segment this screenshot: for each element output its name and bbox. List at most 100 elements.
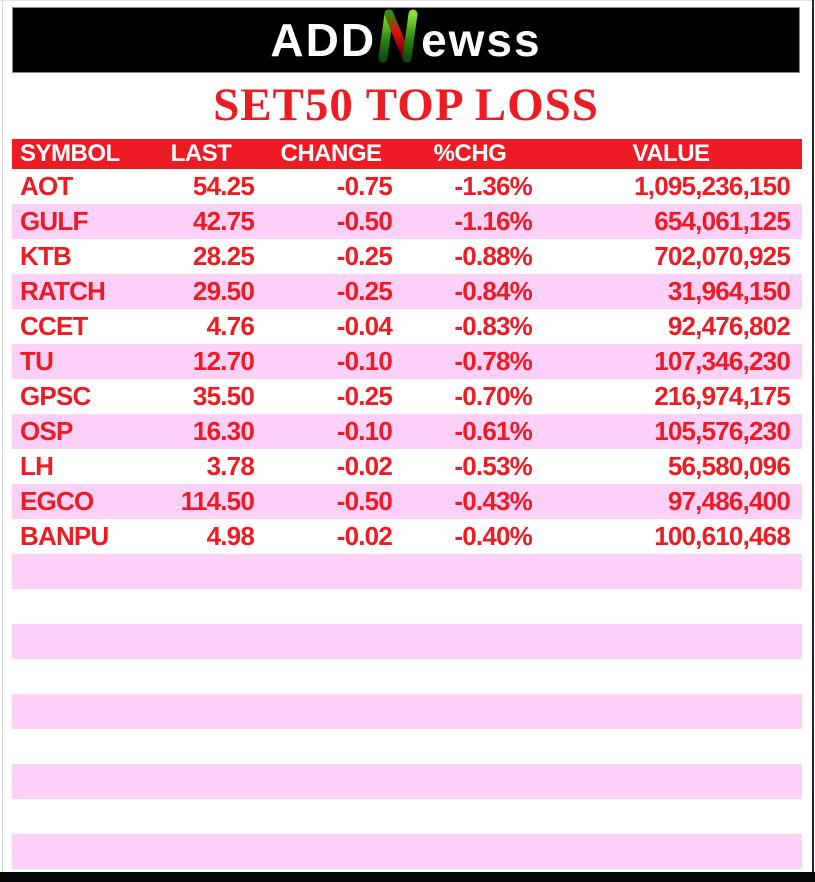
cell-value: 654,061,125: [654, 206, 791, 236]
cell-value: 97,486,400: [667, 486, 791, 516]
table-row: RATCH 29.50 -0.25 -0.84% 31,964,150: [12, 274, 802, 309]
cell-symbol: [12, 554, 140, 589]
logo-text-pre: ADD: [270, 14, 377, 66]
cell-value: [540, 659, 802, 694]
cell-value: [540, 624, 802, 659]
cell-value: 100,610,468: [654, 521, 791, 551]
cell-symbol: [12, 799, 140, 834]
cell-value: 702,070,925: [654, 241, 791, 271]
page-title: SET50 TOP LOSS: [213, 79, 599, 131]
cell-symbol: [12, 834, 140, 869]
cell-last: 35.50: [192, 381, 255, 411]
cell-pctchg: [400, 554, 540, 589]
column-header-pctchg: %CHG: [433, 140, 507, 167]
table-row: BANPU 4.98 -0.02 -0.40% 100,610,468: [12, 519, 802, 554]
cell-symbol: [12, 659, 140, 694]
cell-last: [140, 694, 262, 729]
cell-pctchg: -0.70%: [454, 381, 532, 411]
table-row: LH 3.78 -0.02 -0.53% 56,580,096: [12, 449, 802, 484]
cell-pctchg: -0.53%: [454, 451, 532, 481]
cell-symbol: [12, 589, 140, 624]
cell-change: -0.75: [336, 171, 393, 201]
cell-change: [262, 799, 400, 834]
cell-change: -0.04: [336, 311, 393, 341]
cell-value: [540, 764, 802, 799]
cell-pctchg: -0.43%: [454, 486, 532, 516]
cell-symbol: EGCO: [20, 486, 94, 516]
column-header-symbol: SYMBOL: [20, 140, 120, 167]
cell-pctchg: [400, 659, 540, 694]
cell-last: [140, 799, 262, 834]
cell-pctchg: [400, 799, 540, 834]
cell-symbol: GPSC: [20, 381, 91, 411]
cell-value: [540, 799, 802, 834]
table-row: TU 12.70 -0.10 -0.78% 107,346,230: [12, 344, 802, 379]
cell-symbol: TU: [20, 346, 54, 376]
cell-value: 92,476,802: [667, 311, 791, 341]
cell-pctchg: [400, 834, 540, 869]
cell-symbol: GULF: [20, 206, 88, 236]
cell-symbol: OSP: [20, 416, 73, 446]
cell-value: 1,095,236,150: [634, 171, 791, 201]
frame-left-line: [2, 0, 3, 872]
table-row: KTB 28.25 -0.25 -0.88% 702,070,925: [12, 239, 802, 274]
column-header-change: CHANGE: [280, 140, 382, 167]
cell-change: -0.25: [336, 276, 393, 306]
cell-pctchg: -0.61%: [454, 416, 532, 446]
cell-change: [262, 729, 400, 764]
table-row: CCET 4.76 -0.04 -0.83% 92,476,802: [12, 309, 802, 344]
cell-last: [140, 729, 262, 764]
cell-last: [140, 834, 262, 869]
table-row-empty: [12, 589, 802, 624]
table-row-empty: [12, 624, 802, 659]
cell-change: -0.02: [336, 521, 393, 551]
cell-change: [262, 659, 400, 694]
cell-value: [540, 834, 802, 869]
cell-value: [540, 694, 802, 729]
cell-pctchg: -0.84%: [454, 276, 532, 306]
cell-last: [140, 764, 262, 799]
cell-pctchg: [400, 589, 540, 624]
table-row-empty: [12, 554, 802, 589]
cell-last: [140, 659, 262, 694]
cell-change: -0.10: [336, 346, 393, 376]
table-row-empty: [12, 729, 802, 764]
table-header-row: SYMBOL LAST CHANGE %CHG VALUE: [12, 139, 802, 169]
cell-value: [540, 589, 802, 624]
cell-change: -0.02: [336, 451, 393, 481]
cell-change: -0.25: [336, 241, 393, 271]
table-row-empty: [12, 694, 802, 729]
cell-pctchg: [400, 624, 540, 659]
cell-symbol: RATCH: [20, 276, 106, 306]
top-loss-table: SYMBOL LAST CHANGE %CHG VALUE AOT 54.25 -0…: [12, 139, 802, 869]
cell-pctchg: -0.83%: [454, 311, 532, 341]
cell-symbol: CCET: [20, 311, 88, 341]
cell-last: 54.25: [192, 171, 255, 201]
cell-pctchg: -0.40%: [454, 521, 532, 551]
cell-value: 216,974,175: [654, 381, 791, 411]
frame-top-line: [0, 0, 815, 1]
cell-pctchg: [400, 694, 540, 729]
cell-last: 12.70: [192, 346, 255, 376]
table-row: EGCO 114.50 -0.50 -0.43% 97,486,400: [12, 484, 802, 519]
cell-symbol: LH: [20, 451, 54, 481]
cell-last: [140, 554, 262, 589]
cell-value: [540, 554, 802, 589]
cell-symbol: [12, 694, 140, 729]
cell-value: 31,964,150: [667, 276, 791, 306]
addnewss-logo: ADD ewss: [270, 9, 541, 66]
cell-last: 4.76: [206, 311, 255, 341]
table-body: AOT 54.25 -0.75 -1.36% 1,095,236,150 GULF 42.7…: [12, 169, 802, 869]
cell-value: 107,346,230: [654, 346, 791, 376]
cell-last: [140, 624, 262, 659]
cell-change: -0.50: [336, 486, 393, 516]
cell-last: [140, 589, 262, 624]
cell-symbol: BANPU: [20, 521, 109, 551]
table-row: AOT 54.25 -0.75 -1.36% 1,095,236,150: [12, 169, 802, 204]
cell-change: -0.10: [336, 416, 393, 446]
table-row-empty: [12, 659, 802, 694]
frame-bottom-strip: [0, 872, 815, 882]
cell-last: 29.50: [192, 276, 255, 306]
cell-symbol: AOT: [20, 171, 73, 201]
